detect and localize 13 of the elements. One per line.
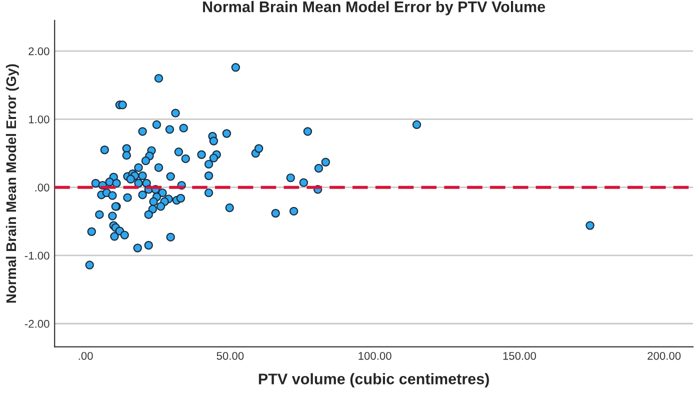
x-tick-label: .00 xyxy=(78,352,93,360)
x-tick-label: 100.00 xyxy=(358,352,392,360)
y-tick-label: 2.00 xyxy=(28,47,50,56)
y-tick-label: 1.00 xyxy=(28,115,50,124)
x-tick-label: 150.00 xyxy=(503,352,536,360)
x-tick-label: 50.00 xyxy=(216,352,244,360)
y-tick-label: -1.00 xyxy=(24,252,50,260)
x-tick-label: 200.00 xyxy=(648,352,681,360)
x-axis-title: PTV volume (cubic centimetres) xyxy=(258,373,489,388)
chart-title: Normal Brain Mean Model Error by PTV Volume xyxy=(203,0,546,16)
y-tick-label: .00 xyxy=(35,184,50,192)
y-axis-title: Normal Brain Mean Model Error (Gy) xyxy=(6,64,19,303)
y-tick-label: -2.00 xyxy=(24,320,50,328)
